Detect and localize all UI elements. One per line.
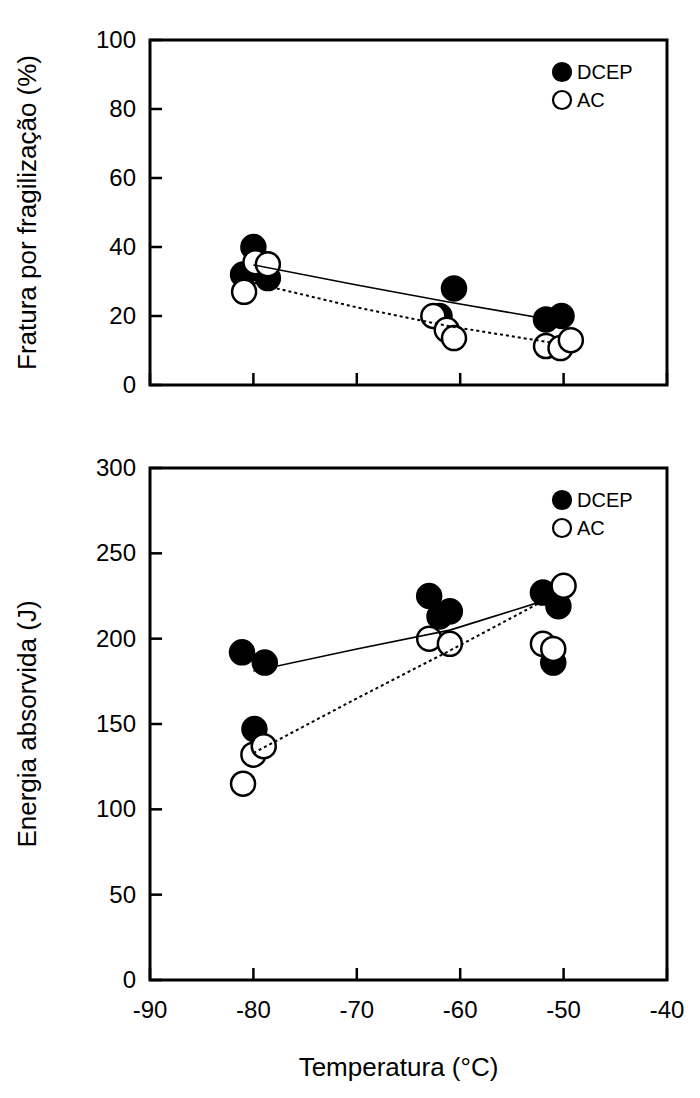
- data-point: [230, 640, 254, 664]
- x-tick-label: -60: [443, 996, 478, 1023]
- x-tick: [252, 373, 255, 385]
- y-tick-label: 250: [96, 539, 136, 566]
- data-point: [232, 280, 256, 304]
- data-point: [442, 326, 466, 350]
- legend-label: AC: [577, 517, 605, 539]
- data-point: [438, 599, 462, 623]
- y-tick-label: 100: [96, 795, 136, 822]
- legend-marker: [553, 63, 571, 81]
- legend-label: DCEP: [577, 61, 633, 83]
- y-tick: [150, 808, 162, 811]
- x-tick: [459, 968, 462, 980]
- y-tick: [150, 893, 162, 896]
- y-tick: [150, 315, 162, 318]
- x-tick-label: -80: [236, 996, 271, 1023]
- data-point: [252, 734, 276, 758]
- chart-panel: -90 -80 -70 -60 -50 -40 0 50 100 150 200 250 300 Ener…: [12, 454, 684, 1082]
- y-tick-label: 20: [109, 302, 136, 329]
- x-tick: [356, 373, 359, 385]
- x-tick: [356, 968, 359, 980]
- x-tick: [459, 373, 462, 385]
- data-point: [442, 276, 466, 300]
- data-point: [541, 637, 565, 661]
- y-tick-label: 60: [109, 164, 136, 191]
- y-axis-title: Energia absorvida (J): [12, 600, 42, 847]
- x-tick: [562, 968, 565, 980]
- fit-line: [253, 601, 543, 671]
- y-tick: [150, 637, 162, 640]
- data-point: [550, 304, 574, 328]
- y-tick: [150, 177, 162, 180]
- plot-area: [231, 235, 583, 360]
- legend-marker: [553, 491, 571, 509]
- data-point: [552, 574, 576, 598]
- y-axis-title: Fratura por fragilização (%): [12, 55, 42, 370]
- x-tick-label: -40: [650, 996, 685, 1023]
- y-tick: [150, 108, 162, 111]
- plot-frame: [150, 40, 667, 385]
- fit-line: [253, 265, 553, 320]
- chart-panel: 0 20 40 60 80 100 Fratura por fragilização (%)…: [12, 26, 667, 398]
- fit-line: [253, 283, 553, 343]
- y-tick-label: 300: [96, 454, 136, 481]
- y-tick-label: 40: [109, 233, 136, 260]
- x-axis-title: Temperatura (°C): [299, 1052, 499, 1082]
- data-point: [256, 252, 280, 276]
- y-tick-label: 100: [96, 26, 136, 53]
- fit-line: [253, 601, 543, 753]
- legend: DCEP AC: [553, 61, 633, 111]
- plot-area: [230, 574, 576, 796]
- x-tick: [252, 968, 255, 980]
- y-tick-label: 0: [123, 966, 136, 993]
- legend-label: DCEP: [577, 489, 633, 511]
- x-tick-label: -50: [546, 996, 581, 1023]
- x-tick: [562, 373, 565, 385]
- y-tick-label: 0: [123, 371, 136, 398]
- plot-frame: [150, 468, 667, 980]
- legend-marker: [553, 91, 571, 109]
- legend-label: AC: [577, 89, 605, 111]
- x-tick-label: -90: [133, 996, 168, 1023]
- data-point: [231, 772, 255, 796]
- figure: 0 20 40 60 80 100 Fratura por fragilização (%)…: [0, 0, 700, 1098]
- legend: DCEP AC: [553, 489, 633, 539]
- y-tick: [150, 552, 162, 555]
- legend-marker: [553, 519, 571, 537]
- y-tick-label: 80: [109, 95, 136, 122]
- y-tick-label: 50: [109, 881, 136, 908]
- y-tick: [150, 723, 162, 726]
- data-point: [438, 632, 462, 656]
- y-tick-label: 200: [96, 625, 136, 652]
- y-tick-label: 150: [96, 710, 136, 737]
- data-point: [559, 328, 583, 352]
- y-tick: [150, 246, 162, 249]
- x-tick-label: -70: [339, 996, 374, 1023]
